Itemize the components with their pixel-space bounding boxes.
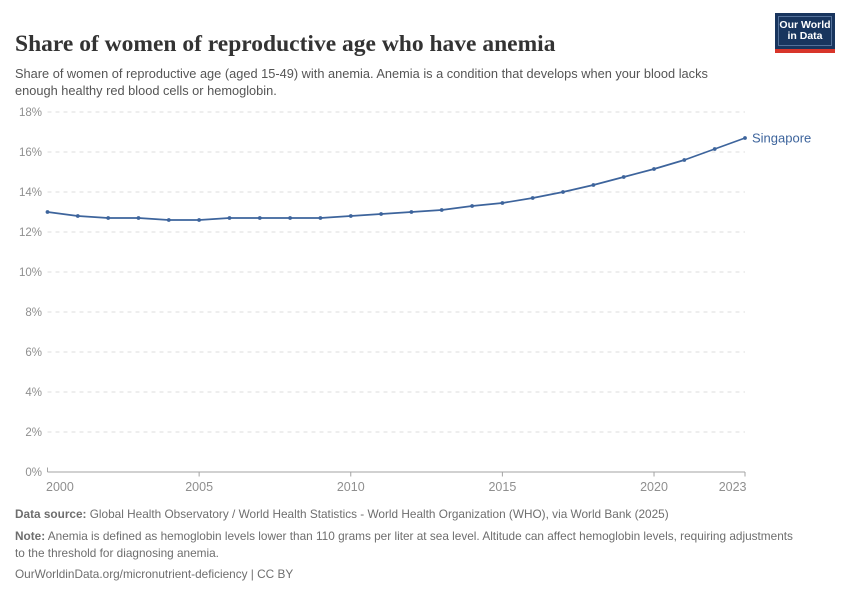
data-point[interactable]: [530, 196, 535, 200]
y-tick-label: 6%: [25, 347, 42, 359]
data-source-text: Global Health Observatory / World Health…: [86, 507, 669, 521]
y-tick-label: 8%: [25, 307, 42, 319]
y-tick-label: 2%: [25, 427, 42, 439]
data-point[interactable]: [591, 183, 596, 187]
data-point[interactable]: [621, 175, 626, 179]
data-point[interactable]: [166, 218, 171, 222]
entity-label-singapore[interactable]: Singapore: [752, 131, 811, 146]
data-point[interactable]: [561, 190, 565, 194]
data-point[interactable]: [318, 216, 323, 220]
citation-line[interactable]: OurWorldinData.org/micronutrient-deficie…: [15, 567, 294, 582]
data-point[interactable]: [197, 218, 202, 222]
data-point[interactable]: [500, 201, 505, 205]
data-source-line: Data source: Global Health Observatory /…: [15, 506, 797, 523]
y-tick-label: 14%: [19, 187, 42, 199]
owid-logo-text-line1: Our World: [779, 18, 831, 31]
x-tick-label: 2000: [46, 480, 74, 494]
note-label: Note:: [15, 528, 46, 543]
x-tick-label: 2010: [337, 480, 365, 494]
data-point[interactable]: [227, 216, 232, 220]
chart-subtitle: Share of women of reproductive age (aged…: [15, 65, 708, 99]
owid-logo-text-line2: in Data: [787, 30, 823, 42]
x-tick-label: 2015: [488, 480, 516, 494]
owid-logo[interactable]: Our World in Data: [775, 13, 835, 53]
y-tick-label: 18%: [19, 107, 42, 119]
data-point[interactable]: [470, 204, 474, 208]
y-tick-label: 4%: [25, 387, 42, 399]
data-source-label: Data source:: [15, 507, 87, 521]
note-line: Note: Anemia is defined as hemoglobin le…: [15, 528, 797, 562]
x-tick-label: 2005: [185, 480, 213, 494]
data-point[interactable]: [652, 167, 656, 171]
y-tick-label: 12%: [19, 227, 42, 239]
chart-footer: Data source: Global Health Observatory /…: [15, 506, 797, 588]
y-tick-label: 10%: [19, 267, 42, 279]
data-line-singapore: [46, 137, 746, 221]
y-tick-label: 0%: [25, 467, 42, 479]
data-point[interactable]: [743, 136, 747, 140]
x-tick-label: 2023: [719, 480, 747, 494]
data-point[interactable]: [682, 158, 687, 162]
data-point[interactable]: [379, 212, 383, 216]
page-title: Share of women of reproductive age who h…: [15, 30, 556, 57]
data-point[interactable]: [712, 147, 717, 151]
data-point[interactable]: [45, 210, 50, 214]
data-point[interactable]: [288, 216, 292, 220]
data-point[interactable]: [75, 214, 80, 218]
data-point[interactable]: [136, 216, 141, 220]
data-point[interactable]: [106, 216, 111, 220]
data-point[interactable]: [348, 214, 353, 218]
data-point[interactable]: [409, 210, 414, 214]
data-point[interactable]: [257, 216, 262, 220]
owid-logo-frame: Our World in Data: [778, 16, 832, 46]
note-text: Anemia is defined as hemoglobin levels l…: [15, 528, 793, 560]
x-tick-label: 2020: [640, 480, 668, 494]
data-point[interactable]: [439, 208, 444, 212]
y-tick-label: 16%: [19, 147, 42, 159]
